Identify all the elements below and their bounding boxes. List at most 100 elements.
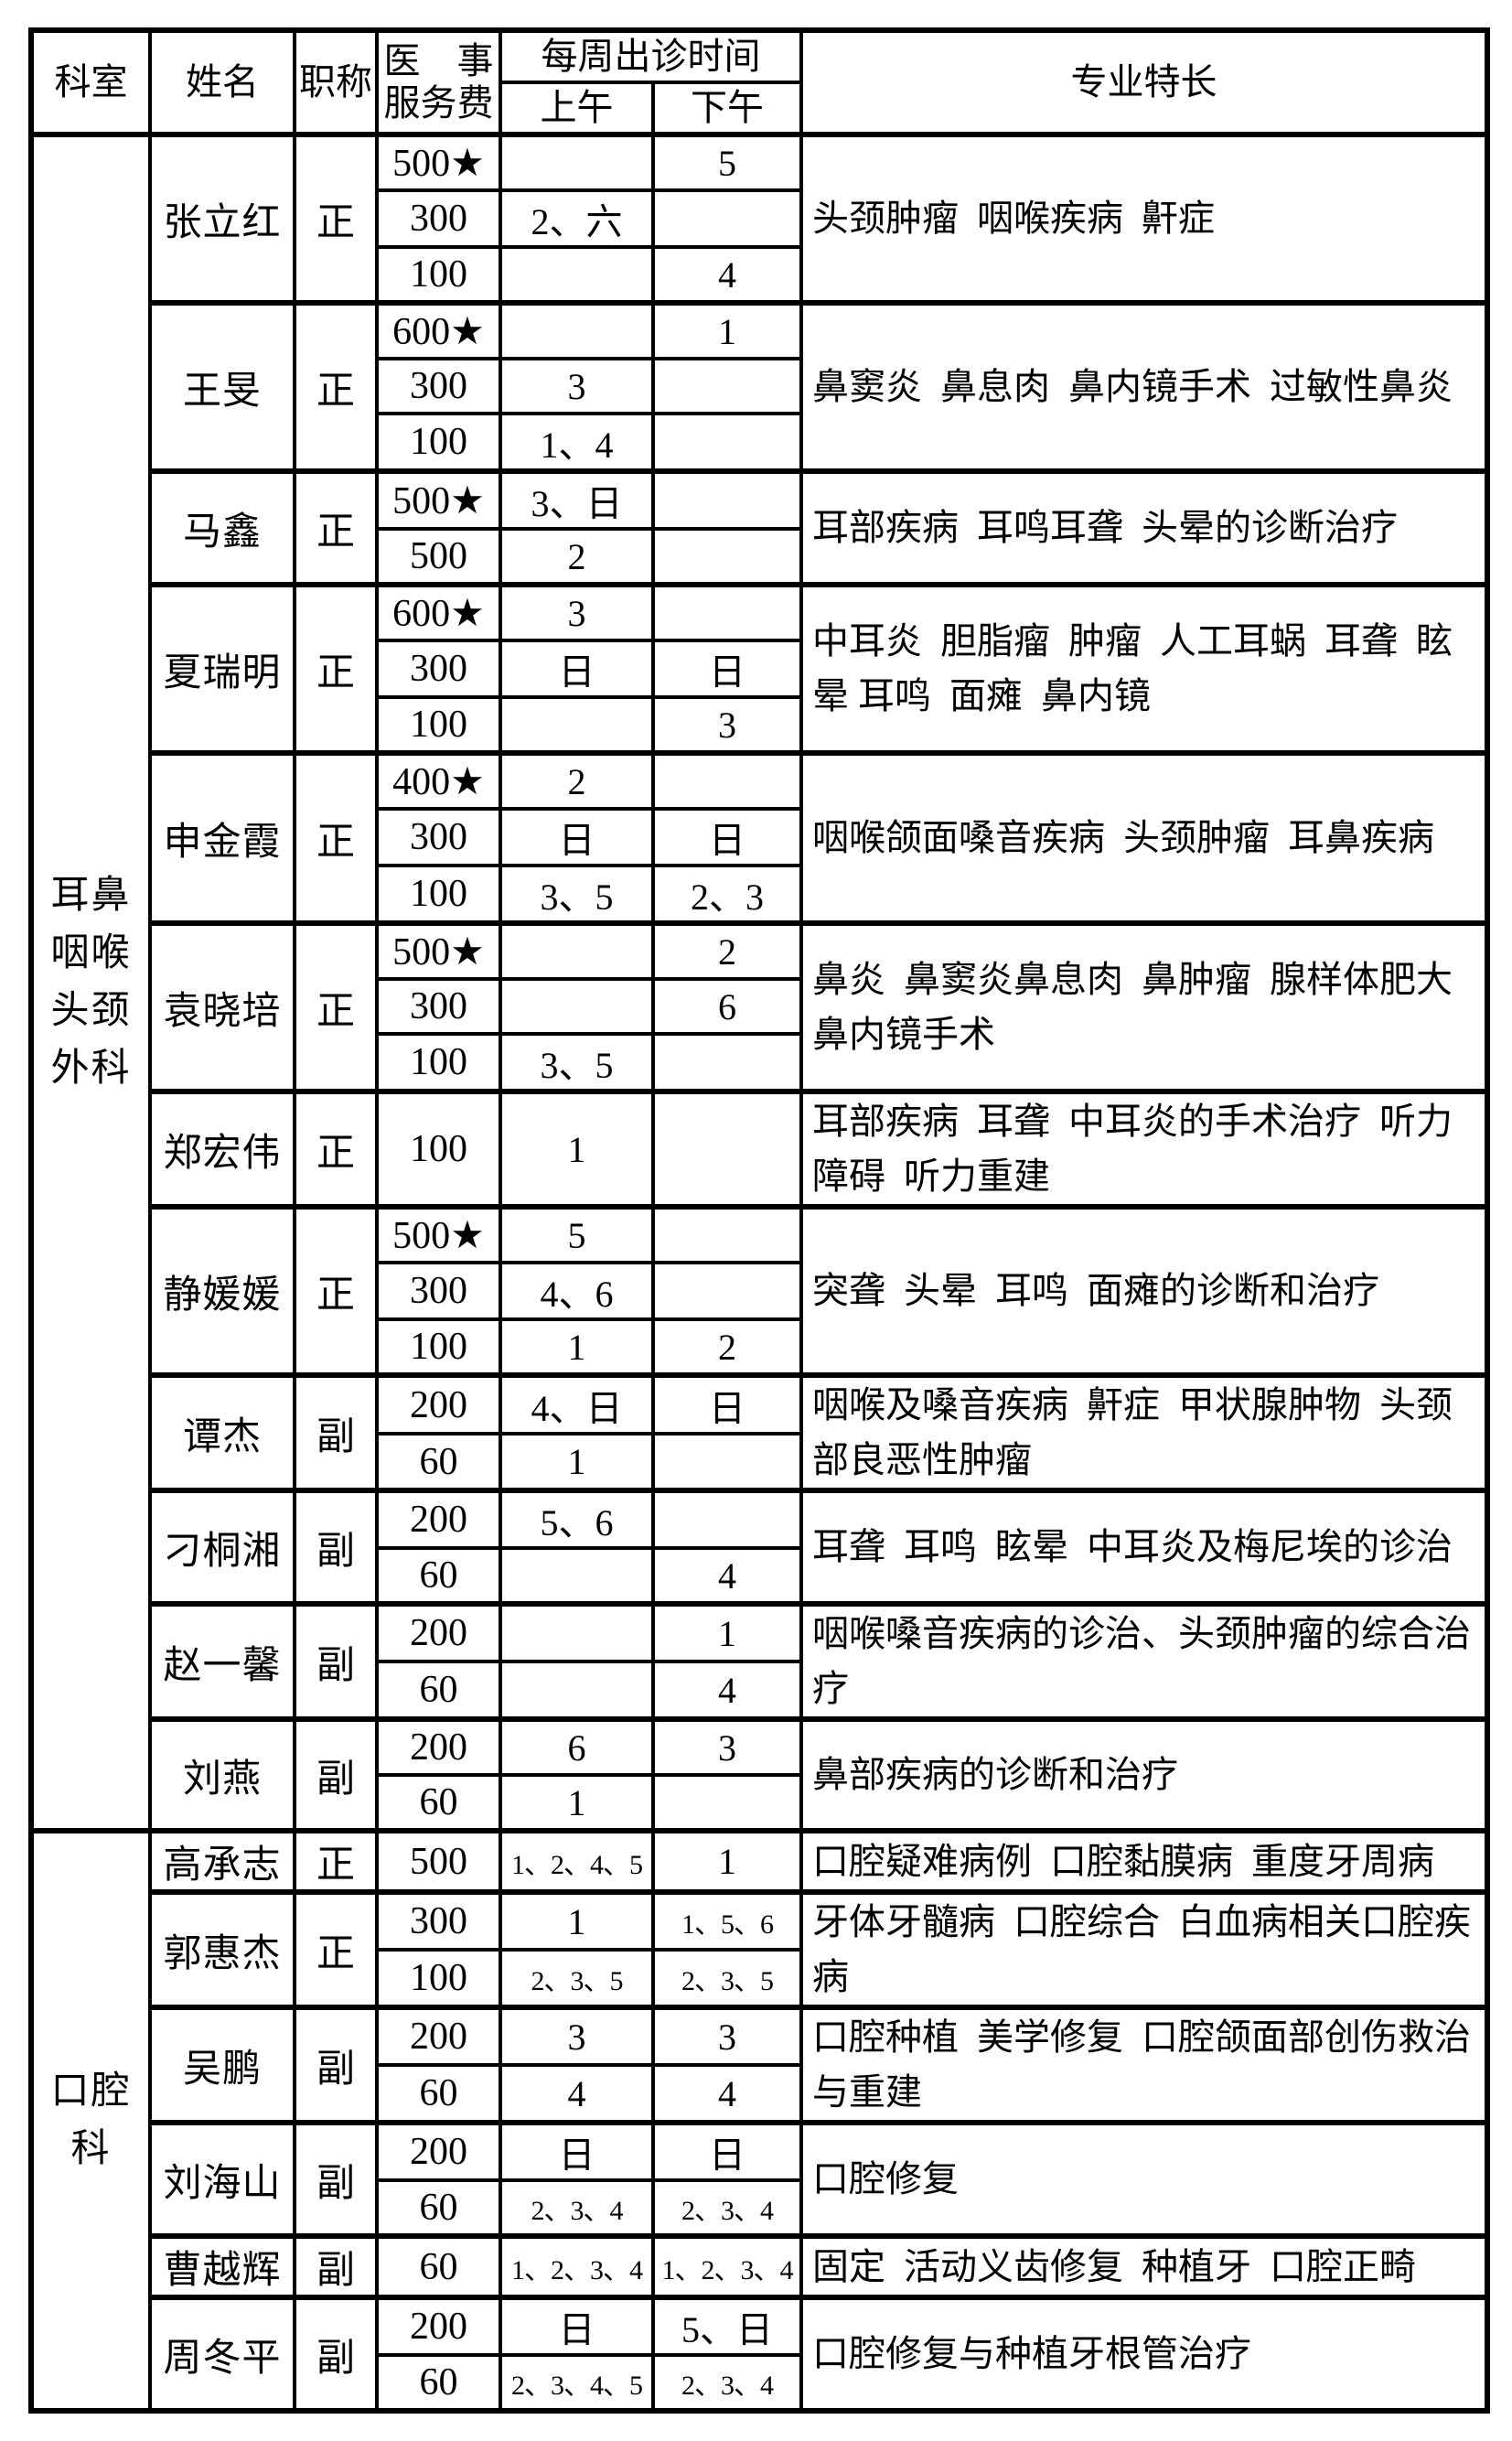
doctor-name: 张立红 [148,132,296,305]
pm-days: 1、5、6 [651,1889,803,1952]
am-days: 4 [499,2063,655,2124]
am-days: 日 [499,639,655,699]
fee-value: 500★ [375,132,502,192]
am-days [499,245,655,305]
pm-days [651,188,803,249]
pm-days: 3 [651,2005,803,2067]
table-row: 口腔科 高承志正 500 1、2、4、5 1 口腔疑难病例 口腔黏膜病 重度牙周病 [29,1828,1489,2413]
doctor-title: 正 [293,300,379,473]
fee-value: 500★ [375,920,502,981]
am-days: 6 [499,1716,655,1777]
table-row: 夏瑞明正 600★ 3 中耳炎 胆脂瘤 肿瘤 人工耳蜗 耳聋 眩晕 耳鸣 面瘫 鼻内镜 [31,582,1489,755]
doctor-name: 袁晓培 [148,920,296,1093]
am-days: 3 [499,582,655,642]
am-days [499,695,655,755]
table-row: 吴鹏副 200 3 3 口腔种植 美学修复 口腔颌面部创伤救治与重建 [31,2005,1489,2124]
doctor-title: 正 [293,468,379,586]
pm-days [651,1089,803,1209]
am-days: 1 [499,1317,655,1377]
fee-value: 300 [375,1261,502,1321]
table-row: 郭惠杰正 300 1 1、5、6 牙体牙髓病 口腔综合 白血病相关口腔疾病 [31,1889,1489,2009]
specialty: 中耳炎 胆脂瘤 肿瘤 人工耳蜗 耳聋 眩晕 耳鸣 面瘫 鼻内镜 [799,582,1489,755]
fee-value: 300 [375,639,502,699]
table-row: 60 4 [31,1546,1487,1606]
doctor-title: 正 [293,1889,379,2009]
fee-value: 300 [375,357,502,415]
fee-value: 500 [375,527,502,586]
doctor-title: 正 [293,582,379,755]
header-fee-line2: 服务费 [383,82,494,124]
pm-days [651,468,803,531]
am-days: 1、2、3、4 [499,2233,655,2299]
fee-value: 400★ [375,750,502,811]
pm-days: 2、3 [651,864,803,925]
am-days: 5、6 [499,1488,655,1550]
specialty: 突聋 头晕 耳鸣 面瘫的诊断和治疗 [799,1204,1489,1377]
doctor-name: 申金霞 [148,750,296,925]
table-row: 袁晓培正 500★ 2 鼻炎 鼻窦炎鼻息肉 鼻肿瘤 腺样体肥大 鼻内镜手术 [31,920,1489,1093]
fee-value: 200 [375,1371,502,1436]
doctor-title: 正 [293,1204,379,1377]
am-days [499,300,655,360]
fee-value: 200 [375,1716,502,1777]
doctor-name: 夏瑞明 [148,582,296,755]
fee-value: 60 [375,2233,502,2299]
am-days: 1 [499,1432,655,1492]
header-name: 姓名 [148,28,296,136]
fee-value: 60 [375,2178,502,2238]
fee-value: 200 [375,2295,502,2357]
fee-value: 200 [375,2120,502,2182]
am-days: 日 [499,2120,655,2182]
specialty: 鼻炎 鼻窦炎鼻息肉 鼻肿瘤 腺样体肥大 鼻内镜手术 [799,920,1489,1093]
pm-days [651,1432,803,1492]
fee-value: 300 [375,807,502,867]
pm-days: 3 [651,1716,803,1777]
fee-value: 300 [375,977,502,1036]
fee-value: 100 [375,245,502,305]
am-days: 2 [499,527,655,586]
fee-value: 100 [375,864,502,925]
pm-days: 5、日 [651,2295,803,2357]
fee-value: 200 [375,2005,502,2067]
specialty: 耳部疾病 耳鸣耳聋 头晕的诊断治疗 [799,468,1489,586]
fee-value: 100 [375,1317,502,1377]
pm-days [651,357,803,415]
pm-days [651,527,803,586]
pm-days: 5 [651,132,803,192]
pm-days: 3 [651,695,803,755]
table-row: 曹越辉副 60 1、2、3、4 1、2、3、4 固定 活动义齿修复 种植牙 口腔正畸 [31,2233,1489,2299]
am-days: 日 [499,807,655,867]
am-days: 1 [499,1089,655,1209]
fee-value: 100 [375,1089,502,1209]
specialty: 口腔疑难病例 口腔黏膜病 重度牙周病 [799,1828,1489,1894]
specialty: 头颈肿瘤 咽喉疾病 鼾症 [799,132,1489,305]
pm-days: 日 [651,807,803,867]
fee-value: 100 [375,1032,502,1093]
doctor-name: 郑宏伟 [148,1089,296,1209]
specialty: 耳聋 耳鸣 眩晕 中耳炎及梅尼埃的诊治 [799,1488,1489,1606]
doctor-title: 副 [293,2295,379,2413]
fee-value: 100 [375,1948,502,2009]
fee-value: 600★ [375,582,502,642]
am-days: 3 [499,2005,655,2067]
pm-days: 4 [651,2063,803,2124]
fee-value: 60 [375,1432,502,1492]
fee-value: 300 [375,188,502,249]
specialty: 咽喉颌面嗓音疾病 头颈肿瘤 耳鼻疾病 [799,750,1489,925]
am-days: 1、4 [499,412,655,473]
specialty: 口腔修复与种植牙根管治疗 [799,2295,1489,2413]
doctor-title: 正 [293,132,379,305]
fee-value: 60 [375,2353,502,2413]
am-days: 5 [499,1204,655,1264]
department-label: 口腔科 [29,1828,152,2413]
doctor-title: 副 [293,2233,379,2299]
pm-days [651,750,803,811]
fee-value: 200 [375,1601,502,1663]
table-row: 60 1 [31,1773,1487,1833]
table-row: 周冬平副 200 日 5、日 口腔修复与种植牙根管治疗 [31,2295,1489,2413]
header-title: 职称 [293,28,379,136]
table-row: 300 4、6 [31,1261,1487,1321]
specialty: 鼻部疾病的诊断和治疗 [799,1716,1489,1833]
header-fee-line1: 医 事 [383,40,494,81]
table-row: 静媛媛正 500★ 5 突聋 头晕 耳鸣 面瘫的诊断和治疗 [31,1204,1489,1377]
